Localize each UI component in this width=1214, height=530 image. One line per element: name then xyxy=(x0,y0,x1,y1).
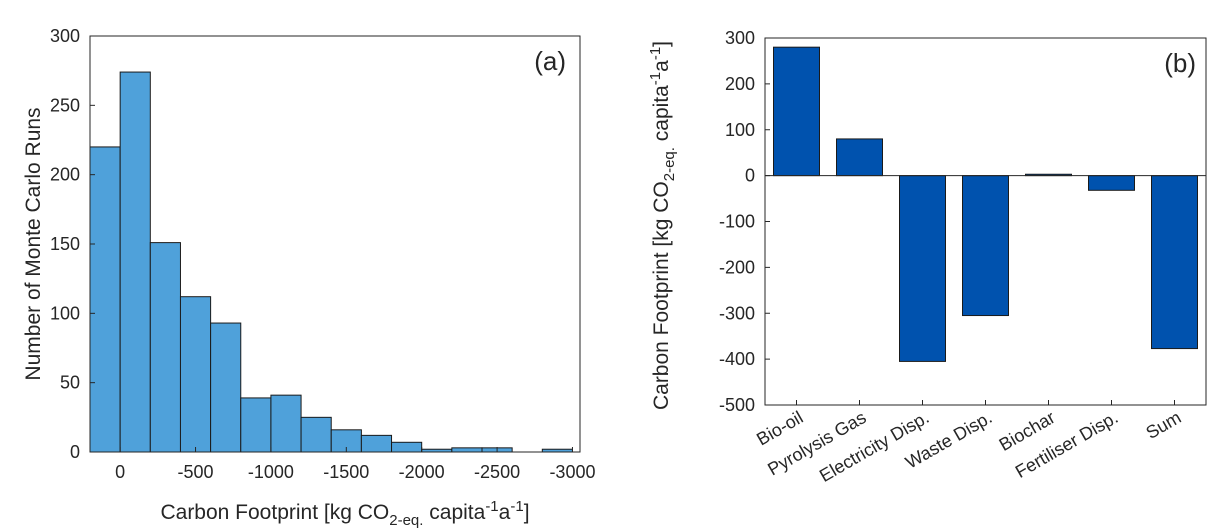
histogram-bar xyxy=(210,322,242,453)
y-tick-label: 50 xyxy=(60,373,80,393)
bar xyxy=(962,175,1009,317)
x-tick-label: -2500 xyxy=(474,462,520,482)
x-axis-label-a: Carbon Footprint [kg CO2-eq. capita-1a-1… xyxy=(160,498,529,529)
histogram-bars xyxy=(89,71,573,453)
y-tick-label: -100 xyxy=(719,212,755,232)
x-tick-label: 0 xyxy=(115,462,125,482)
panel-label-a: (a) xyxy=(534,46,566,76)
y-tick-label: 100 xyxy=(50,303,80,323)
x-tick-label: Electricity Disp. xyxy=(816,407,933,486)
bar xyxy=(1088,175,1135,191)
y-tick-label: -400 xyxy=(719,349,755,369)
histogram-bar xyxy=(300,416,332,453)
x-tick-label: -1500 xyxy=(323,462,369,482)
y-tick-label: 250 xyxy=(50,95,80,115)
histogram-bar xyxy=(119,71,151,453)
y-tick-label: -200 xyxy=(719,257,755,277)
bar xyxy=(773,46,820,177)
y-tick-label: -300 xyxy=(719,303,755,323)
histogram-bar xyxy=(391,441,423,453)
x-tick-label: -3000 xyxy=(549,462,595,482)
y-tick-label: 300 xyxy=(725,28,755,48)
panel-label-b: (b) xyxy=(1164,48,1196,78)
x-tick-label: -2000 xyxy=(399,462,445,482)
histogram-bar xyxy=(89,146,121,453)
y-tick-label: 200 xyxy=(50,165,80,185)
y-tick-label: 0 xyxy=(70,442,80,462)
histogram-bar xyxy=(179,296,212,453)
histogram-bar xyxy=(270,394,302,453)
bar xyxy=(899,175,946,362)
x-tick-label: Sum xyxy=(1142,407,1184,443)
y-tick-labels-a: 0 50 100 150 200 250 300 xyxy=(50,26,95,462)
histogram-bar xyxy=(240,397,272,453)
y-tick-label: -500 xyxy=(719,395,755,415)
histogram-bar xyxy=(360,434,393,453)
bar-series xyxy=(773,46,1198,362)
histogram-bar xyxy=(149,242,181,453)
y-tick-label: 150 xyxy=(50,234,80,254)
histogram-panel-a: 0 -500 -1000 -1500 -2000 -2500 -3000 0 50 100 150… xyxy=(22,26,595,529)
x-tick-label: -1000 xyxy=(248,462,294,482)
bar xyxy=(836,138,883,177)
histogram-bar xyxy=(451,447,483,453)
x-tick-labels-a: 0 -500 -1000 -1500 -2000 -2500 -3000 xyxy=(115,447,595,482)
y-axis-label-b: Carbon Footprint [kg CO2-eq. capita-1a-1… xyxy=(647,41,678,410)
y-tick-labels-b: 300 200 100 0 -100 -200 -300 -400 -500 xyxy=(719,28,770,415)
x-tick-label: -500 xyxy=(178,462,214,482)
y-tick-label: 300 xyxy=(50,26,80,46)
y-tick-label: 100 xyxy=(725,120,755,140)
y-tick-label: 0 xyxy=(745,166,755,186)
y-axis-label-a: Number of Monte Carlo Runs xyxy=(22,107,45,380)
y-tick-label: 200 xyxy=(725,74,755,94)
bar xyxy=(1151,175,1198,350)
